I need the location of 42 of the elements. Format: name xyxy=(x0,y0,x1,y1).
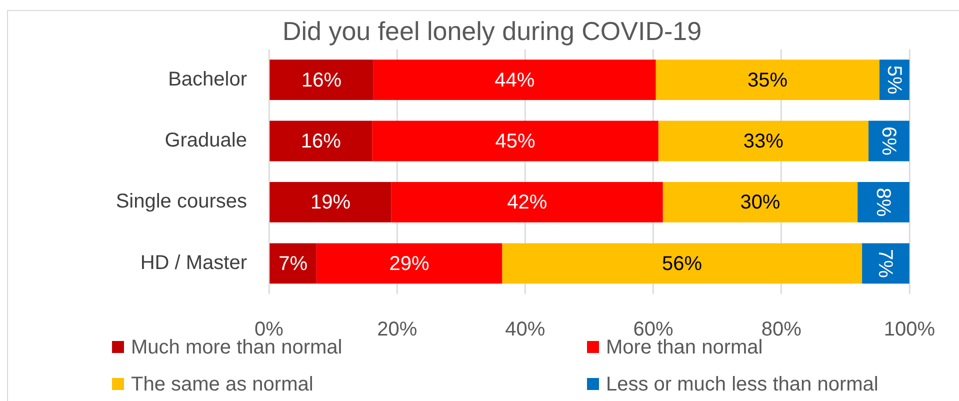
legend-label: The same as normal xyxy=(131,374,314,396)
x-tick-label: 20% xyxy=(377,318,418,341)
data-label: 35% xyxy=(748,69,788,92)
data-label: 30% xyxy=(740,192,780,214)
data-label: 44% xyxy=(494,69,535,92)
bar xyxy=(858,182,910,222)
data-label: 6% xyxy=(877,126,900,156)
y-tick-label: Graduale xyxy=(164,130,247,152)
bar xyxy=(658,120,868,162)
bar xyxy=(862,243,910,284)
y-tick-label: HD / Master xyxy=(140,252,248,274)
bar xyxy=(270,120,372,162)
data-label: 19% xyxy=(310,192,351,214)
x-tick-label: 80% xyxy=(761,318,802,341)
data-label: 16% xyxy=(300,130,342,153)
data-label: 16% xyxy=(302,69,342,92)
y-tick-label: Bachelor xyxy=(168,68,248,90)
data-label: 8% xyxy=(872,188,894,217)
bar xyxy=(502,243,862,284)
bar xyxy=(662,182,858,222)
data-label: 29% xyxy=(389,252,430,275)
data-label: 5% xyxy=(882,65,905,94)
bar xyxy=(391,182,663,222)
bar xyxy=(373,60,656,100)
legend-label: More than normal xyxy=(606,336,763,359)
data-label: 42% xyxy=(507,192,548,214)
bar xyxy=(656,60,880,100)
y-tick-label: Single courses xyxy=(116,190,247,213)
data-label: 7% xyxy=(874,248,896,278)
bar xyxy=(372,120,658,162)
legend-label: Less or much less than normal xyxy=(606,374,878,396)
data-label: 33% xyxy=(743,130,784,153)
data-label: 56% xyxy=(662,252,702,275)
x-tick-label: 40% xyxy=(505,318,546,341)
bar xyxy=(270,182,392,222)
data-label: 7% xyxy=(278,252,308,275)
data-label: 45% xyxy=(495,130,536,153)
bar xyxy=(270,243,316,284)
bar xyxy=(316,243,502,284)
x-tick-label: 100% xyxy=(884,318,936,341)
bar xyxy=(270,60,374,100)
chart-title: Did you feel lonely during COVID-19 xyxy=(282,16,702,46)
